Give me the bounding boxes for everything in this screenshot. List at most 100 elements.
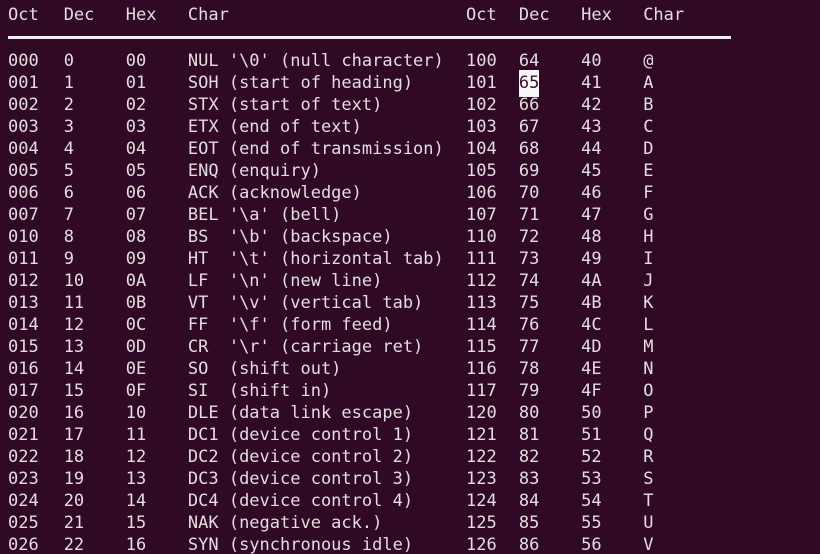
table-row: 021 17 11 DC1 (device control 1) 121 81 51 Q [0,424,820,446]
cell-char-right: K [643,293,654,313]
cell-dec-right: 70 [518,183,540,203]
cell-char-right: L [643,315,654,335]
table-header-row: Oct Dec Hex Char Oct Dec Hex Char [0,4,820,26]
cell-dec-left: 12 [63,315,85,335]
table-row: 001 1 01 SOH (start of heading) 101 65 41 A [0,70,820,97]
cell-hex-right: 44 [581,139,602,159]
cell-oct-left: 005 [8,161,39,181]
table-row: 015 13 0D CR '\r' (carriage ret) 115 77 4D M [0,336,820,358]
cell-oct-left: 022 [8,447,39,467]
cell-char-left: DC2 (device control 2) [187,447,414,467]
cell-oct-left: 017 [8,381,39,401]
cell-char-right: F [643,183,654,203]
cell-char-right: C [643,117,654,137]
cell-oct-left: 024 [8,491,39,511]
cell-hex-left: 03 [125,117,147,137]
cell-dec-right: 71 [518,205,540,225]
cell-oct-left: 000 [8,51,39,71]
cell-hex-left: 10 [125,403,147,423]
cell-dec-right: 64 [518,51,540,71]
cell-oct-left: 015 [8,337,39,357]
cell-hex-right: 4F [581,381,602,401]
table-row: 014 12 0C FF '\f' (form feed) 114 76 4C L [0,314,820,336]
header-separator-rule [8,36,731,39]
cell-char-right: P [643,403,654,423]
cell-char-right: Q [643,425,654,445]
table-row: 004 4 04 EOT (end of transmission) 104 68 44 D [0,138,820,160]
cell-hex-left: 13 [125,469,147,489]
cell-oct-right: 115 [466,337,497,357]
cell-char-right: @ [643,51,654,71]
cell-hex-left: 0A [125,271,147,291]
header-dec-left: Dec [63,5,95,25]
cell-hex-right: 43 [581,117,602,137]
cell-hex-left: 06 [125,183,147,203]
cell-char-left: BS '\b' (backspace) [187,227,393,247]
selected-text[interactable]: 65 [518,70,540,97]
cell-char-left: VT '\v' (vertical tab) [187,293,424,313]
cell-hex-right: 4C [581,315,602,335]
cell-hex-left: 01 [125,73,147,93]
cell-dec-right: 73 [518,249,540,269]
table-row: 013 11 0B VT '\v' (vertical tab) 113 75 4B K [0,292,820,314]
cell-hex-right: 46 [581,183,602,203]
cell-dec-right: 72 [518,227,540,247]
cell-oct-left: 003 [8,117,39,137]
cell-oct-right: 125 [466,513,497,533]
cell-dec-right: 69 [518,161,540,181]
table-row: 005 5 05 ENQ (enquiry) 105 69 45 E [0,160,820,182]
cell-hex-left: 09 [125,249,147,269]
cell-dec-right: 67 [518,117,540,137]
cell-hex-right: 42 [581,95,602,115]
cell-char-right: E [643,161,654,181]
cell-dec-right: 84 [518,491,540,511]
cell-dec-left: 19 [63,469,85,489]
cell-dec-right: 81 [518,425,540,445]
cell-hex-right: 56 [581,535,602,554]
table-row: 022 18 12 DC2 (device control 2) 122 82 52 R [0,446,820,468]
cell-dec-right: 74 [518,271,540,291]
cell-oct-left: 016 [8,359,39,379]
cell-oct-right: 120 [466,403,497,423]
cell-dec-left: 3 [63,117,74,137]
header-hex-left: Hex [125,5,157,25]
cell-dec-left: 18 [63,447,85,467]
cell-dec-right: 65 [518,70,540,97]
cell-hex-left: 00 [125,51,147,71]
cell-char-right: I [643,249,654,269]
header-oct-left: Oct [8,5,39,25]
cell-oct-right: 116 [466,359,497,379]
table-row: 010 8 08 BS '\b' (backspace) 110 72 48 H [0,226,820,248]
cell-char-right: M [643,337,654,357]
cell-char-left: STX (start of text) [187,95,383,115]
cell-dec-left: 2 [63,95,74,115]
cell-oct-left: 013 [8,293,39,313]
table-row: 012 10 0A LF '\n' (new line) 112 74 4A J [0,270,820,292]
cell-oct-right: 104 [466,139,497,159]
cell-char-left: ETX (end of text) [187,117,362,137]
cell-char-right: U [643,513,654,533]
cell-hex-left: 0B [125,293,147,313]
cell-char-left: SOH (start of heading) [187,73,414,93]
cell-dec-right: 83 [518,469,540,489]
cell-char-right: G [643,205,654,225]
cell-oct-right: 123 [466,469,497,489]
cell-oct-left: 026 [8,535,39,554]
cell-oct-right: 110 [466,227,497,247]
header-char-right: Char [643,5,685,25]
cell-dec-right: 85 [518,513,540,533]
cell-hex-left: 04 [125,139,147,159]
cell-oct-left: 023 [8,469,39,489]
cell-dec-left: 13 [63,337,85,357]
cell-oct-right: 121 [466,425,497,445]
cell-hex-right: 51 [581,425,602,445]
cell-char-left: SO (shift out) [187,359,342,379]
cell-oct-left: 006 [8,183,39,203]
cell-hex-left: 08 [125,227,147,247]
cell-char-right: A [643,73,654,93]
cell-dec-left: 1 [63,73,74,93]
cell-hex-right: 41 [581,73,602,93]
cell-hex-left: 14 [125,491,147,511]
header-hex-right: Hex [581,5,612,25]
